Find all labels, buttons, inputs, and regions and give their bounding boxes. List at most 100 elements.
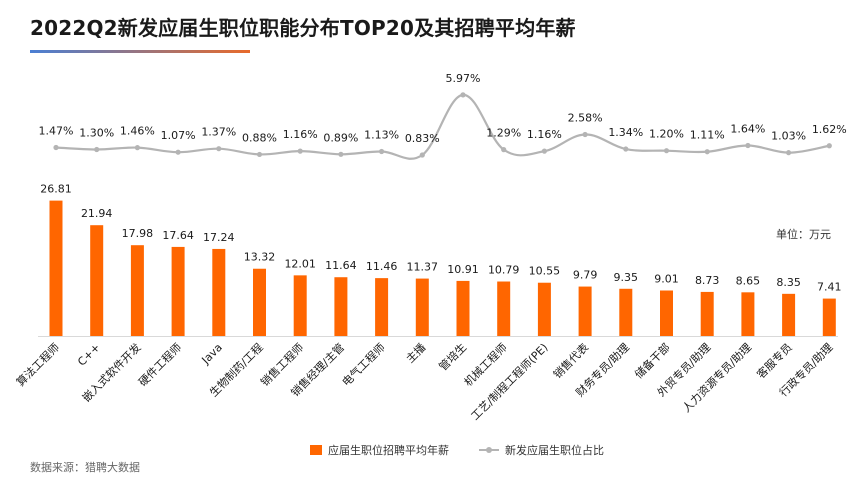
salary-data-label: 10.55 (529, 265, 561, 278)
chart-title: 2022Q2新发应届生职位职能分布TOP20及其招聘平均年薪 (30, 16, 576, 40)
category-tick-label: 客服专员 (754, 340, 795, 381)
category-tick-label: 主播 (403, 340, 428, 365)
salary-data-label: 8.73 (695, 274, 720, 287)
salary-data-label: 21.94 (81, 207, 113, 220)
salary-data-label: 17.64 (162, 229, 194, 242)
salary-bar (741, 292, 755, 336)
share-data-label: 1.13% (364, 128, 399, 141)
share-data-label: 1.62% (812, 123, 847, 136)
share-point (134, 145, 140, 151)
share-point (745, 142, 751, 149)
salary-data-label: 11.37 (407, 261, 439, 274)
salary-bar (253, 268, 266, 336)
share-data-label: 1.64% (730, 123, 765, 136)
share-point (663, 148, 670, 154)
legend-bar-swatch (310, 445, 322, 455)
category-tick-label: 管培生 (436, 340, 469, 373)
salary-bar (171, 246, 185, 336)
share-data-label: 0.88% (242, 131, 277, 144)
category-tick-label: 销售代表 (550, 340, 591, 381)
share-point (541, 148, 548, 154)
salary-data-label: 8.65 (736, 274, 761, 287)
salary-data-label: 17.24 (203, 231, 235, 244)
salary-data-label: 9.35 (614, 271, 639, 284)
share-point (379, 148, 385, 155)
salary-data-label: 9.79 (573, 269, 598, 282)
share-point (175, 149, 181, 155)
salary-bar (130, 245, 144, 336)
category-tick-label: 人力资源专员/助理 (679, 340, 754, 415)
share-data-label: 1.16% (527, 128, 562, 141)
share-data-label: 1.29% (486, 127, 521, 140)
share-data-label: 1.11% (690, 129, 725, 142)
share-point (419, 152, 425, 158)
salary-data-label: 12.01 (284, 257, 316, 270)
salary-data-label: 26.81 (40, 183, 72, 196)
category-tick-label: Java (199, 341, 225, 367)
salary-bar (456, 280, 470, 336)
salary-bar (90, 225, 104, 336)
salary-data-label: 13.32 (244, 251, 276, 264)
share-data-label: 1.30% (79, 127, 114, 140)
legend-label-salary: 应届生职位招聘平均年薪 (328, 444, 449, 457)
data-source: 数据来源：猎聘大数据 (30, 461, 140, 474)
share-point (338, 151, 344, 157)
chart-legend: 应届生职位招聘平均年薪 新发应届生职位占比 (310, 442, 634, 458)
salary-bar (660, 290, 673, 336)
salary-bar (49, 200, 63, 336)
share-data-label: 1.07% (161, 129, 196, 142)
legend-item-salary: 应届生职位招聘平均年薪 (310, 442, 449, 458)
category-tick-label: 硬件工程师 (136, 341, 184, 389)
salary-bar (375, 278, 389, 336)
share-data-label: 1.34% (608, 126, 643, 139)
salary-bar (537, 282, 551, 336)
salary-bar (334, 277, 348, 336)
legend-item-share: 新发应届生职位占比 (479, 442, 604, 458)
salary-bar (578, 286, 592, 336)
salary-bar (212, 248, 226, 336)
salary-data-label: 8.35 (776, 276, 801, 289)
category-tick-label: 储备干部 (632, 340, 673, 381)
category-tick-label: 电气工程师 (339, 340, 388, 389)
share-point (582, 131, 588, 138)
salary-bar (293, 275, 307, 336)
share-point (786, 150, 792, 156)
share-data-label: 1.37% (201, 126, 236, 139)
salary-data-label: 17.98 (122, 227, 154, 240)
share-data-label: 5.97% (446, 72, 481, 85)
share-data-label: 1.16% (283, 128, 318, 141)
category-tick-label: 算法工程师 (13, 340, 62, 389)
category-tick-label: 工艺/制程工程师(PE) (469, 341, 551, 423)
share-line-series (55, 93, 830, 160)
salary-bar (497, 281, 511, 336)
share-point (216, 146, 222, 152)
share-point (53, 144, 59, 151)
share-point (460, 92, 466, 98)
share-point (501, 147, 507, 153)
share-point (623, 146, 629, 152)
share-data-label: 0.83% (405, 132, 440, 145)
share-data-label: 0.89% (323, 131, 358, 144)
salary-data-label: 10.91 (447, 263, 479, 276)
salary-data-label: 9.01 (654, 272, 679, 285)
share-data-label: 1.47% (39, 125, 74, 138)
legend-line-swatch (479, 447, 499, 453)
share-data-label: 1.46% (120, 125, 155, 138)
category-tick-label: C++ (75, 341, 103, 369)
salary-data-label: 11.46 (366, 260, 398, 273)
salary-bar (415, 278, 429, 336)
share-point (297, 148, 303, 154)
salary-bar (822, 298, 836, 336)
share-data-label: 1.20% (649, 128, 684, 141)
share-data-label: 2.58% (568, 112, 603, 125)
share-point (826, 143, 832, 149)
share-point (256, 151, 263, 158)
salary-bar (700, 291, 714, 336)
title-underline (30, 50, 250, 53)
salary-data-label: 7.41 (817, 281, 842, 294)
salary-bar (619, 288, 633, 336)
share-data-label: 1.03% (771, 130, 806, 143)
share-point (704, 149, 710, 155)
unit-label: 单位：万元 (776, 228, 831, 241)
